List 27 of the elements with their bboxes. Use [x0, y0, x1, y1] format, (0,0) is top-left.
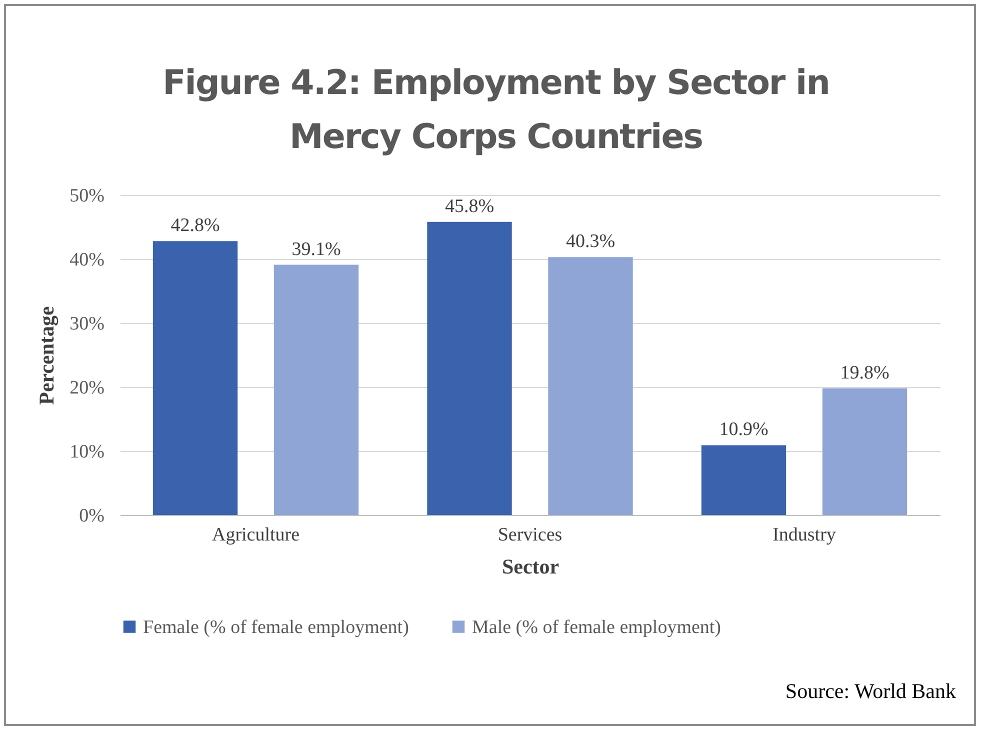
- x-tick-label: Agriculture: [212, 524, 300, 546]
- y-tick-label: 40%: [70, 250, 105, 270]
- legend-label: Female (% of female employment): [143, 616, 409, 638]
- y-axis-title: Percentage: [34, 306, 59, 405]
- y-tick-label: 20%: [70, 378, 105, 398]
- y-tick-label: 10%: [70, 442, 105, 462]
- bar: [274, 264, 359, 515]
- bar: [152, 241, 238, 515]
- bar: [701, 445, 786, 515]
- legend-label: Male (% of female employment): [472, 616, 722, 638]
- y-tick-label: 50%: [70, 186, 105, 206]
- bar: [427, 222, 512, 515]
- data-label: 40.3%: [566, 231, 616, 252]
- y-tick-label: 30%: [70, 314, 105, 334]
- x-tick-label: Services: [498, 524, 562, 546]
- bar: [548, 257, 633, 515]
- bar: [822, 388, 908, 515]
- chart-title: Figure 4.2: Employment by Sector in Mercy Corps Countries: [162, 62, 830, 159]
- y-tick-label: 0%: [79, 506, 105, 526]
- data-label: 10.9%: [719, 419, 768, 440]
- x-axis-title: Sector: [502, 554, 560, 578]
- data-label: 39.1%: [292, 238, 341, 260]
- data-label: 45.8%: [444, 196, 494, 217]
- data-label: 19.8%: [840, 362, 890, 384]
- source-note: Source: World Bank: [785, 679, 956, 704]
- data-label: 42.8%: [170, 215, 220, 236]
- x-tick-label: Industry: [772, 524, 836, 546]
